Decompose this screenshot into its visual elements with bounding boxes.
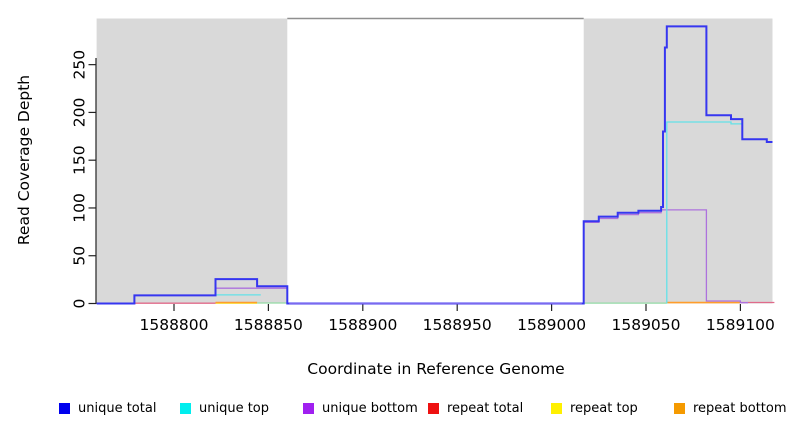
y-tick-label: 100 [71, 193, 89, 223]
x-tick-label: 1588850 [234, 316, 303, 334]
legend-label: unique bottom [322, 401, 418, 416]
y-tick-label: 250 [71, 50, 89, 80]
legend-swatch-unique-bottom [303, 403, 314, 414]
legend-swatch-unique-total [59, 403, 70, 414]
series-unique-top [666, 121, 743, 304]
legend-item-repeat-bottom: repeat bottom [674, 401, 787, 416]
y-tick-label: 200 [71, 98, 89, 128]
series-unique-total [96, 25, 773, 305]
x-tick-label: 1588900 [328, 316, 397, 334]
legend-item-unique-bottom: unique bottom [303, 401, 418, 416]
x-tick-label: 1589000 [517, 316, 586, 334]
y-tick-label: 0 [71, 299, 89, 309]
legend-item-unique-top: unique top [180, 401, 269, 416]
highlight-region [583, 18, 773, 304]
y-axis-title: Read Coverage Depth [15, 74, 33, 246]
x-tick-label: 1589050 [611, 316, 680, 334]
legend-label: unique total [78, 401, 157, 416]
legend-swatch-unique-top [180, 403, 191, 414]
y-tick-label: 150 [71, 145, 89, 175]
x-tick-label: 1589100 [706, 316, 775, 334]
legend-item-repeat-total: repeat total [428, 401, 523, 416]
legend-label: repeat top [570, 401, 638, 416]
x-tick-label: 1588800 [139, 316, 208, 334]
legend-label: repeat bottom [693, 401, 787, 416]
coverage-chart: 0 50 100 150 200 250 1588800 1588850 1588900 1588… [71, 17, 775, 334]
x-tick-label: 1588950 [423, 316, 492, 334]
legend-swatch-repeat-bottom [674, 403, 685, 414]
legend-label: repeat total [447, 401, 524, 416]
legend-swatch-repeat-total [428, 403, 439, 414]
x-axis-title: Coordinate in Reference Genome [307, 360, 565, 378]
legend-label: unique top [199, 401, 270, 416]
legend-swatch-repeat-top [551, 403, 562, 414]
y-tick-label: 50 [71, 246, 89, 266]
highlight-region [96, 18, 288, 304]
legend-item-unique-total: unique total [59, 401, 156, 416]
legend-item-repeat-top: repeat top [551, 401, 638, 416]
